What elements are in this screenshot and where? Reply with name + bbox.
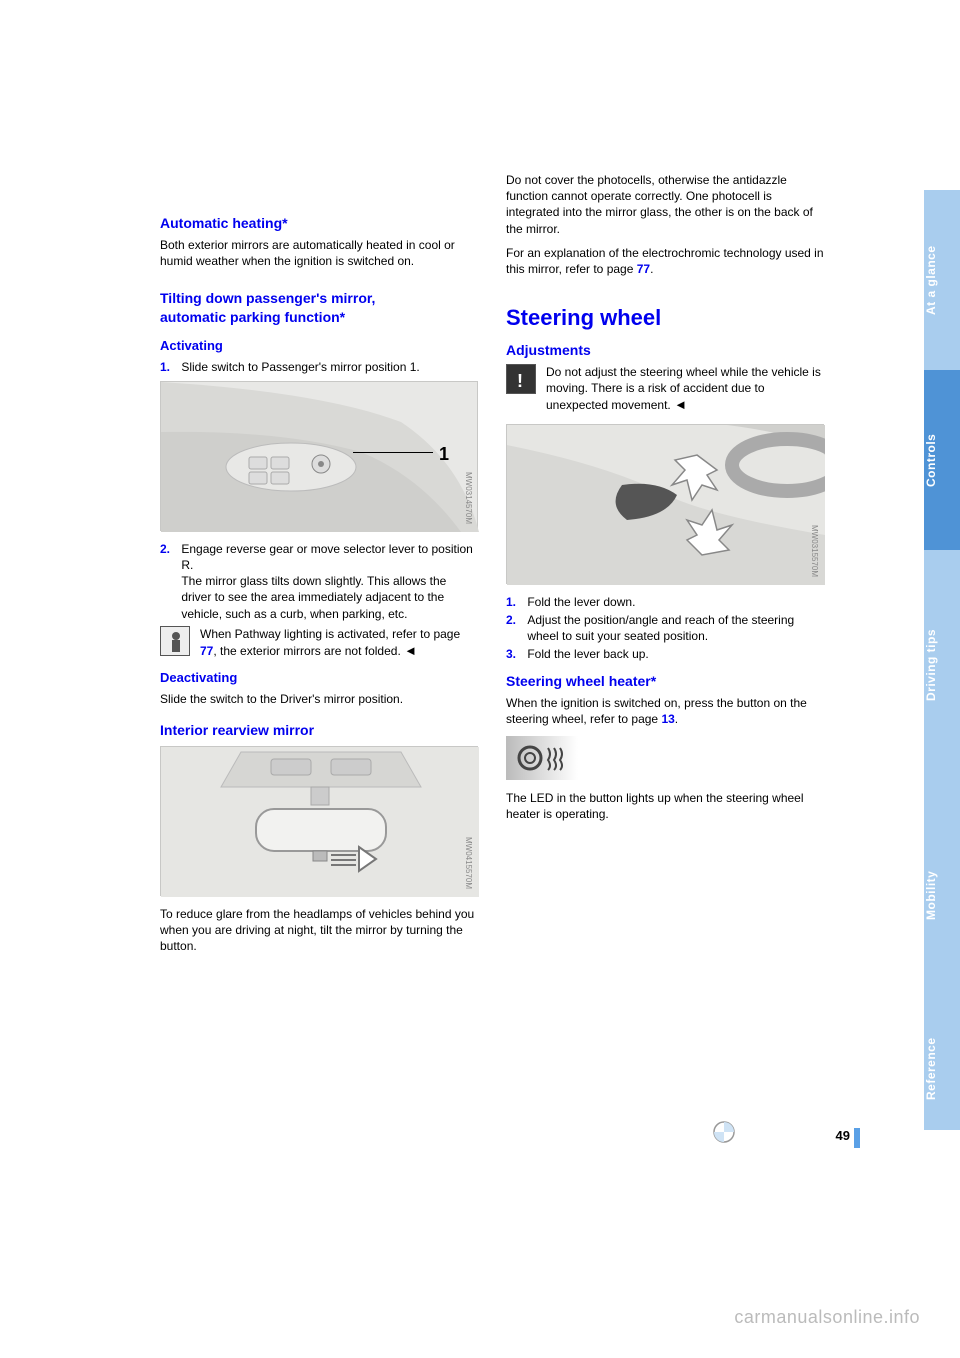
section-tabs: At a glanceControlsDriving tipsMobilityR… bbox=[924, 190, 960, 1130]
link-page-13[interactable]: 13 bbox=[661, 712, 674, 726]
text-deactivating: Slide the switch to the Driver's mirror … bbox=[160, 691, 478, 707]
watermark: carmanualsonline.info bbox=[734, 1307, 920, 1328]
adjustment-warning: Do not adjust the steering wheel while t… bbox=[506, 364, 824, 414]
text-photocells: Do not cover the photocells, otherwise t… bbox=[506, 172, 824, 237]
step-1-text: Slide switch to Passenger's mirror posit… bbox=[181, 359, 477, 375]
interior-mirror-illustration bbox=[161, 747, 479, 897]
steering-adjust-illustration bbox=[507, 425, 825, 585]
tab-reference[interactable]: Reference bbox=[924, 1010, 960, 1130]
step-1-num: 1. bbox=[160, 359, 178, 375]
pathway-note-text-1: When Pathway lighting is activated, refe… bbox=[200, 627, 460, 641]
tab-mobility[interactable]: Mobility bbox=[924, 780, 960, 1010]
figure-code-1: MW0314570M bbox=[462, 472, 473, 524]
step-1: 1. Slide switch to Passenger's mirror po… bbox=[160, 359, 478, 375]
link-page-77[interactable]: 77 bbox=[200, 644, 213, 658]
text-electrochromic: For an explanation of the electrochromic… bbox=[506, 245, 824, 277]
page-number: 49 bbox=[836, 1128, 850, 1143]
text-steering-heater-1: When the ignition is switched on, press … bbox=[506, 696, 807, 726]
text-heater-led: The LED in the button lights up when the… bbox=[506, 790, 824, 822]
pathway-note: When Pathway lighting is activated, refe… bbox=[160, 626, 478, 660]
page-content: Automatic heating* Both exterior mirrors… bbox=[160, 172, 824, 963]
heading-steering-heater: Steering wheel heater* bbox=[506, 672, 824, 691]
text-steering-heater-2: . bbox=[675, 712, 678, 726]
heading-tilt-2: automatic parking function* bbox=[160, 308, 478, 327]
steer-step-3: 3. Fold the lever back up. bbox=[506, 646, 824, 662]
steer-step-2-text: Adjust the position/angle and reach of t… bbox=[527, 612, 823, 644]
figure-steering-adjust: MW0315570M bbox=[506, 424, 824, 584]
link-page-77b[interactable]: 77 bbox=[637, 262, 650, 276]
steer-step-3-text: Fold the lever back up. bbox=[527, 646, 823, 662]
steer-step-2-num: 2. bbox=[506, 612, 524, 628]
figure-heater-button bbox=[506, 736, 578, 780]
page-number-bar bbox=[854, 1128, 860, 1148]
heading-interior-mirror: Interior rearview mirror bbox=[160, 721, 478, 740]
brand-logo-placeholder bbox=[713, 1121, 735, 1146]
tab-driving-tips[interactable]: Driving tips bbox=[924, 550, 960, 780]
steer-step-1-num: 1. bbox=[506, 594, 524, 610]
heading-activating: Activating bbox=[160, 337, 478, 355]
text-interior-mirror: To reduce glare from the headlamps of ve… bbox=[160, 906, 478, 955]
left-column: Automatic heating* Both exterior mirrors… bbox=[160, 172, 478, 963]
manual-page: At a glanceControlsDriving tipsMobilityR… bbox=[0, 0, 960, 1358]
text-auto-heating: Both exterior mirrors are automatically … bbox=[160, 237, 478, 269]
callout-1-label: 1 bbox=[439, 442, 449, 466]
tab-controls[interactable]: Controls bbox=[924, 370, 960, 550]
steer-step-2: 2. Adjust the position/angle and reach o… bbox=[506, 612, 824, 644]
door-switch-illustration bbox=[161, 382, 479, 532]
heading-steering-wheel: Steering wheel bbox=[506, 303, 824, 333]
person-icon bbox=[160, 626, 190, 656]
text-steering-heater: When the ignition is switched on, press … bbox=[506, 695, 824, 727]
step-2-text: Engage reverse gear or move selector lev… bbox=[181, 541, 477, 622]
note-end-bracket-2: ◄ bbox=[674, 397, 687, 412]
warning-icon bbox=[506, 364, 536, 394]
heading-auto-heating: Automatic heating* bbox=[160, 214, 478, 233]
pathway-note-text-2: , the exterior mirrors are not folded. bbox=[213, 644, 400, 658]
note-end-bracket-1: ◄ bbox=[404, 643, 417, 658]
right-column: Do not cover the photocells, otherwise t… bbox=[506, 172, 824, 963]
heading-deactivating: Deactivating bbox=[160, 669, 478, 687]
figure-code-2: MW0315570M bbox=[808, 525, 819, 577]
step-2-num: 2. bbox=[160, 541, 178, 557]
heading-tilt-1: Tilting down passenger's mirror, bbox=[160, 289, 478, 308]
figure-code-3: MW0415570M bbox=[462, 837, 473, 889]
step-2-line2: The mirror glass tilts down slightly. Th… bbox=[181, 574, 446, 620]
figure-door-switch: 1 MW0314570M bbox=[160, 381, 478, 531]
tab-at-a-glance[interactable]: At a glance bbox=[924, 190, 960, 370]
step-2: 2. Engage reverse gear or move selector … bbox=[160, 541, 478, 622]
steer-step-1-text: Fold the lever down. bbox=[527, 594, 823, 610]
callout-1-line bbox=[353, 452, 433, 453]
heading-adjustments: Adjustments bbox=[506, 341, 824, 360]
steer-step-3-num: 3. bbox=[506, 646, 524, 662]
figure-interior-mirror: MW0415570M bbox=[160, 746, 478, 896]
text-electrochromic-1: For an explanation of the electrochromic… bbox=[506, 246, 824, 276]
heater-button-illustration bbox=[514, 742, 570, 774]
step-2-line1: Engage reverse gear or move selector lev… bbox=[181, 542, 473, 572]
steer-step-1: 1. Fold the lever down. bbox=[506, 594, 824, 610]
